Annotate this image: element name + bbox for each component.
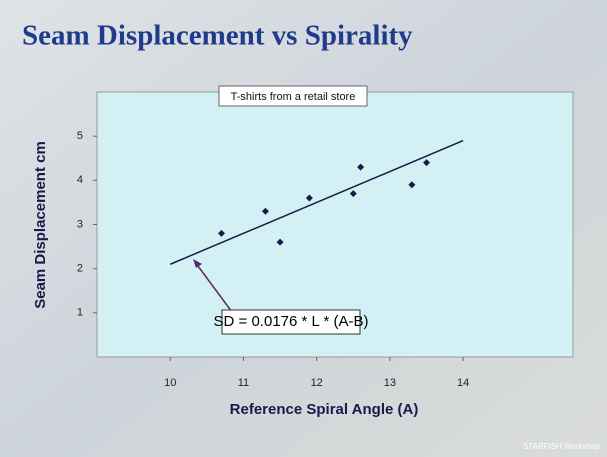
x-axis-label: Reference Spiral Angle (A) <box>230 401 419 418</box>
footer: STARFISH Workshop <box>523 442 601 451</box>
x-tick-label: 14 <box>457 377 469 389</box>
annotation-box <box>221 309 361 335</box>
x-tick-label: 11 <box>238 377 249 389</box>
data-point <box>276 238 284 246</box>
chart-subtitle: T-shirts from a retail store <box>231 91 356 103</box>
data-point <box>217 229 225 237</box>
y-tick-label: 2 <box>77 263 83 275</box>
arrow-head <box>193 259 202 268</box>
data-point <box>357 163 365 171</box>
data-point <box>349 190 357 198</box>
y-tick-label: 3 <box>77 218 83 230</box>
x-tick-label: 12 <box>311 377 323 389</box>
y-axis-label: Seam Displacement cm <box>32 141 49 309</box>
y-tick-label: 1 <box>77 307 83 319</box>
annotation-arrow <box>194 261 233 313</box>
data-point <box>423 159 431 167</box>
data-point <box>305 194 313 202</box>
x-tick-label: 10 <box>164 377 176 389</box>
subtitle-box <box>218 85 368 107</box>
x-tick-label: 13 <box>384 377 396 389</box>
slide-title: Seam Displacement vs Spirality <box>22 20 413 52</box>
annotation: SD = 0.0176 * L * (A-B) <box>214 313 369 330</box>
y-tick-label: 4 <box>77 174 83 186</box>
trend-line <box>169 139 464 265</box>
data-point <box>261 207 269 215</box>
data-point <box>408 181 416 189</box>
y-tick-label: 5 <box>77 130 83 142</box>
